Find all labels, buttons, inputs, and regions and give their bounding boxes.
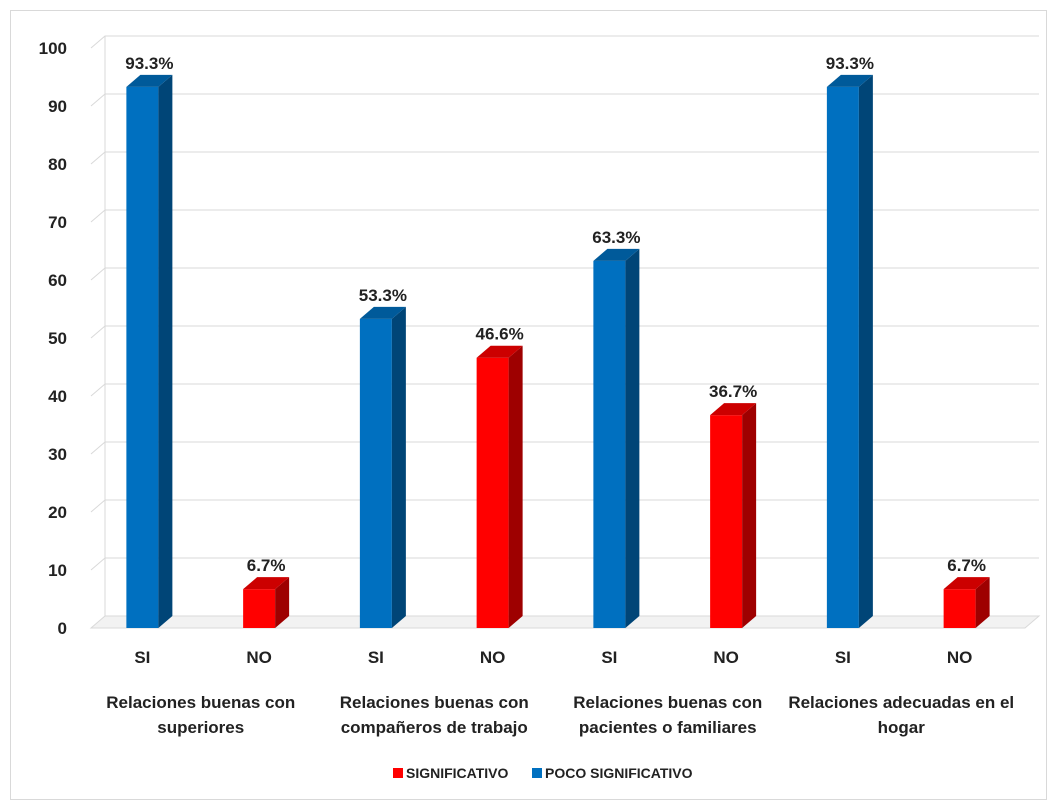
x-category-label: SI xyxy=(835,648,851,667)
gridline xyxy=(90,93,1039,107)
data-label: 46.6% xyxy=(476,325,524,344)
y-tick-label: 50 xyxy=(48,329,67,348)
x-group-label: Relaciones buenas con xyxy=(573,693,762,712)
x-group-label: superiores xyxy=(157,718,244,737)
bar-top xyxy=(476,345,523,358)
y-tick-label: 60 xyxy=(48,271,67,290)
data-label: 36.7% xyxy=(709,382,757,401)
bar-side xyxy=(391,306,406,628)
y-tick-label: 40 xyxy=(48,387,67,406)
data-label: 53.3% xyxy=(359,286,407,305)
x-category-label: NO xyxy=(713,648,739,667)
bar-top xyxy=(826,74,873,87)
gridline xyxy=(90,209,1039,223)
legend-label: POCO SIGNIFICATIVO xyxy=(545,765,693,781)
gridline xyxy=(90,35,1039,49)
bar-significativo-5 xyxy=(710,403,757,628)
bar-significativo-3 xyxy=(476,345,523,628)
bar-front xyxy=(826,86,859,629)
y-tick-label: 70 xyxy=(48,213,67,232)
gridline xyxy=(90,557,1039,571)
gridline xyxy=(90,325,1039,339)
bar-side xyxy=(625,248,640,629)
data-label: 6.7% xyxy=(247,556,286,575)
bar-side xyxy=(508,345,523,628)
floor xyxy=(89,615,1041,629)
y-tick-label: 10 xyxy=(48,561,67,580)
gridline xyxy=(90,267,1039,281)
bar-front xyxy=(943,589,976,628)
bar-front xyxy=(359,318,392,628)
bar-significativo-7 xyxy=(943,577,990,628)
bar-poco-significativo-4 xyxy=(593,248,640,629)
y-tick-label: 20 xyxy=(48,503,67,522)
bar-side xyxy=(858,74,873,629)
bar-poco-significativo-0 xyxy=(126,74,173,629)
bar-front xyxy=(710,415,743,628)
legend-swatch xyxy=(393,768,403,778)
y-axis: 0 10 20 30 40 50 60 70 80 90 100 xyxy=(39,39,67,638)
x-group-label: Relaciones buenas con xyxy=(106,693,295,712)
x-category-label: SI xyxy=(368,648,384,667)
legend-swatch xyxy=(532,768,542,778)
data-label: 63.3% xyxy=(592,228,640,247)
y-tick-label: 90 xyxy=(48,97,67,116)
gridline xyxy=(90,383,1039,397)
bars xyxy=(126,74,990,629)
data-label: 93.3% xyxy=(125,54,173,73)
x-group-label: pacientes o familiares xyxy=(579,718,757,737)
x-group-label: Relaciones adecuadas en el xyxy=(788,693,1014,712)
x-category-label: SI xyxy=(134,648,150,667)
x-group-label: Relaciones buenas con xyxy=(340,693,529,712)
bar-side xyxy=(742,403,757,628)
bar-top xyxy=(593,248,640,261)
data-labels: 93.3% 6.7% 53.3% 46.6% 63.3% 36.7% 93.3% 6.7% xyxy=(125,54,986,575)
bar-front xyxy=(243,589,276,628)
bar-front xyxy=(593,260,626,628)
bar-poco-significativo-2 xyxy=(359,306,406,628)
x-axis: SI NO SI NO SI NO SI NO Relaciones buenas con sup… xyxy=(106,648,1014,737)
chart-frame: 0 10 20 30 40 50 60 70 80 90 100 93.3% 6.7% 53.3% 46.… xyxy=(10,10,1047,800)
x-category-label: NO xyxy=(480,648,506,667)
y-tick-label: 80 xyxy=(48,155,67,174)
x-category-label: NO xyxy=(947,648,973,667)
bar-significativo-1 xyxy=(243,577,290,628)
x-group-label: hogar xyxy=(878,718,926,737)
bar-side xyxy=(158,74,173,629)
bar-top xyxy=(943,577,990,590)
data-label: 93.3% xyxy=(826,54,874,73)
y-tick-label: 30 xyxy=(48,445,67,464)
gridlines xyxy=(89,35,1041,629)
bar-top xyxy=(359,306,406,319)
x-group-label: compañeros de trabajo xyxy=(341,718,528,737)
bar-side xyxy=(975,577,990,628)
x-category-label: NO xyxy=(246,648,272,667)
bar-poco-significativo-6 xyxy=(826,74,873,629)
bar-chart: 0 10 20 30 40 50 60 70 80 90 100 93.3% 6.7% 53.3% 46.… xyxy=(39,35,1041,781)
legend: SIGNIFICATIVO POCO SIGNIFICATIVO xyxy=(393,765,693,781)
bar-top xyxy=(710,403,757,416)
bar-top xyxy=(243,577,290,590)
bar-front xyxy=(476,357,509,628)
data-label: 6.7% xyxy=(947,556,986,575)
gridline xyxy=(90,441,1039,455)
y-tick-label: 0 xyxy=(58,619,67,638)
bar-side xyxy=(275,577,290,628)
gridline xyxy=(90,151,1039,165)
gridline xyxy=(90,499,1039,513)
bar-top xyxy=(126,74,173,87)
legend-label: SIGNIFICATIVO xyxy=(406,765,509,781)
y-tick-label: 100 xyxy=(39,39,67,58)
bar-front xyxy=(126,86,159,629)
x-category-label: SI xyxy=(601,648,617,667)
